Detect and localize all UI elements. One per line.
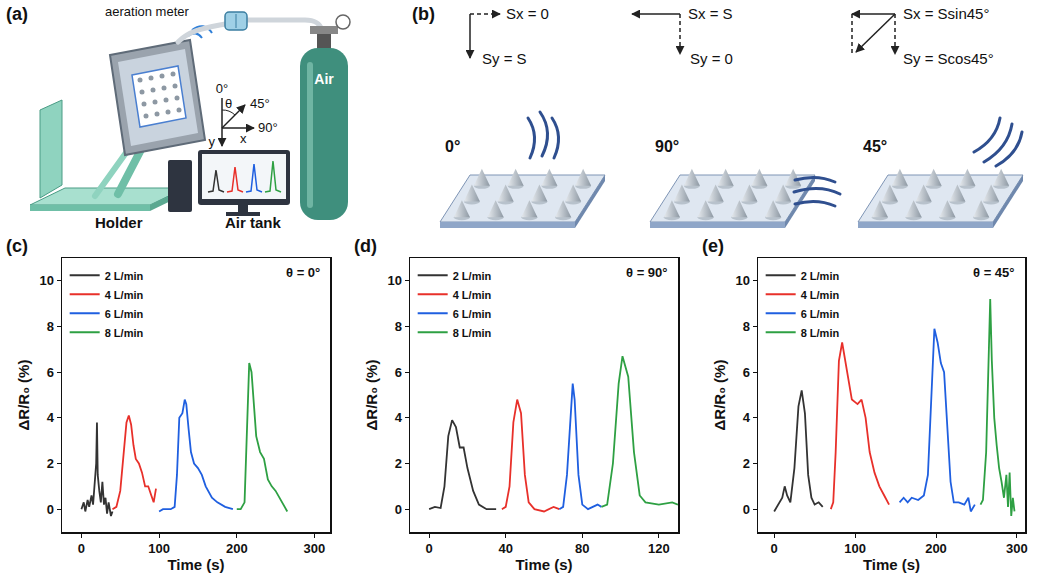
svg-text:2: 2 xyxy=(395,456,402,471)
svg-text:(b): (b) xyxy=(412,4,435,24)
svg-text:8 L/min: 8 L/min xyxy=(453,327,492,339)
svg-text:200: 200 xyxy=(925,541,947,556)
svg-text:45°: 45° xyxy=(863,138,887,155)
svg-text:6 L/min: 6 L/min xyxy=(105,308,144,320)
svg-text:y: y xyxy=(209,134,216,149)
svg-text:120: 120 xyxy=(648,541,670,556)
svg-text:4: 4 xyxy=(743,410,751,425)
svg-text:Time (s): Time (s) xyxy=(515,556,572,573)
svg-text:300: 300 xyxy=(304,541,326,556)
svg-text:8 L/min: 8 L/min xyxy=(801,327,840,339)
svg-text:θ: θ xyxy=(225,96,232,111)
svg-text:6 L/min: 6 L/min xyxy=(801,308,840,320)
svg-text:4: 4 xyxy=(395,410,403,425)
svg-text:8: 8 xyxy=(395,319,402,334)
svg-text:10: 10 xyxy=(387,273,401,288)
svg-text:0: 0 xyxy=(743,502,750,517)
svg-text:8 L/min: 8 L/min xyxy=(105,327,144,339)
svg-text:0: 0 xyxy=(426,541,433,556)
svg-text:ΔR/R₀ (%): ΔR/R₀ (%) xyxy=(363,360,380,431)
svg-text:Sy = Scos45°: Sy = Scos45° xyxy=(903,50,994,67)
svg-text:4 L/min: 4 L/min xyxy=(801,289,840,301)
svg-text:Holder: Holder xyxy=(95,214,143,231)
svg-text:100: 100 xyxy=(148,541,170,556)
svg-text:6: 6 xyxy=(395,365,402,380)
html-text:(c): (c) xyxy=(6,236,28,256)
svg-text:90°: 90° xyxy=(655,138,679,155)
svg-text:10: 10 xyxy=(735,273,749,288)
svg-text:Air tank: Air tank xyxy=(225,214,282,231)
svg-text:2 L/min: 2 L/min xyxy=(801,270,840,282)
svg-text:aeration meter: aeration meter xyxy=(105,4,189,19)
svg-text:6 L/min: 6 L/min xyxy=(453,308,492,320)
svg-text:8: 8 xyxy=(743,319,750,334)
svg-text:Time (s): Time (s) xyxy=(167,556,224,573)
svg-text:Sx = S: Sx = S xyxy=(688,5,733,22)
svg-text:θ = 45°: θ = 45° xyxy=(973,265,1015,280)
svg-text:200: 200 xyxy=(226,541,248,556)
svg-text:0: 0 xyxy=(395,502,402,517)
svg-text:90°: 90° xyxy=(258,120,278,135)
svg-text:θ = 0°: θ = 0° xyxy=(286,265,320,280)
svg-text:4 L/min: 4 L/min xyxy=(453,289,492,301)
svg-text:Air: Air xyxy=(314,71,334,87)
svg-text:Sx = Ssin45°: Sx = Ssin45° xyxy=(903,5,989,22)
svg-text:6: 6 xyxy=(47,365,54,380)
svg-text:0°: 0° xyxy=(216,81,228,96)
svg-text:80: 80 xyxy=(575,541,589,556)
svg-text:2: 2 xyxy=(743,456,750,471)
svg-text:2: 2 xyxy=(47,456,54,471)
svg-text:6: 6 xyxy=(743,365,750,380)
svg-text:300: 300 xyxy=(1006,541,1028,556)
svg-text:Time (s): Time (s) xyxy=(863,556,920,573)
svg-text:ΔR/R₀ (%): ΔR/R₀ (%) xyxy=(15,360,32,431)
html-text:(d): (d) xyxy=(354,236,377,256)
svg-text:0: 0 xyxy=(47,502,54,517)
svg-text:4 L/min: 4 L/min xyxy=(105,289,144,301)
svg-text:(a): (a) xyxy=(6,4,28,24)
svg-text:ΔR/R₀ (%): ΔR/R₀ (%) xyxy=(711,360,728,431)
svg-text:0: 0 xyxy=(78,541,85,556)
svg-text:Sy = S: Sy = S xyxy=(482,50,527,67)
svg-text:2 L/min: 2 L/min xyxy=(105,270,144,282)
svg-text:0°: 0° xyxy=(445,138,460,155)
svg-text:θ = 90°: θ = 90° xyxy=(626,265,668,280)
svg-text:100: 100 xyxy=(844,541,866,556)
svg-text:8: 8 xyxy=(47,319,54,334)
html-text:(e): (e) xyxy=(702,236,724,256)
svg-text:10: 10 xyxy=(39,273,53,288)
svg-text:45°: 45° xyxy=(250,96,270,111)
svg-text:4: 4 xyxy=(47,410,55,425)
svg-text:x: x xyxy=(240,131,247,146)
svg-text:Sy = 0: Sy = 0 xyxy=(690,50,733,67)
svg-text:40: 40 xyxy=(498,541,512,556)
svg-text:0: 0 xyxy=(771,541,778,556)
svg-text:2 L/min: 2 L/min xyxy=(453,270,492,282)
svg-text:Sx = 0: Sx = 0 xyxy=(506,5,549,22)
